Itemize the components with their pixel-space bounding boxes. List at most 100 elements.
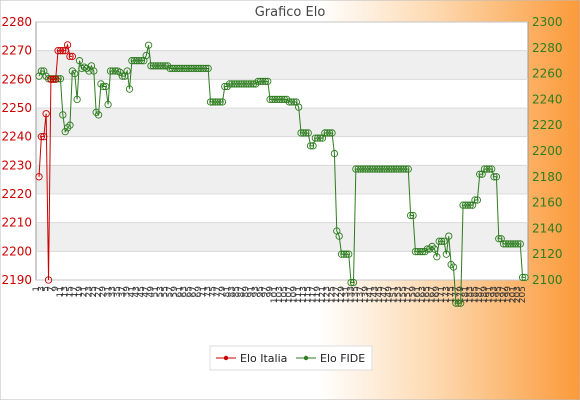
data-point-elo-italia bbox=[56, 47, 65, 55]
data-point-elo-fide bbox=[102, 82, 110, 91]
x-tick-label: 77 bbox=[213, 286, 223, 297]
data-point-elo-fide bbox=[440, 237, 448, 245]
right-tick-label: 2180 bbox=[532, 170, 563, 184]
right-tick-label: 2280 bbox=[532, 41, 563, 55]
data-point-elo-fide bbox=[449, 263, 458, 271]
data-point-elo-fide bbox=[514, 240, 522, 248]
data-point-elo-fide bbox=[230, 80, 239, 88]
left-tick-label: 2220 bbox=[1, 187, 32, 201]
x-tick-label: 71 bbox=[199, 286, 209, 297]
data-point-elo-fide bbox=[204, 64, 212, 73]
x-tick-label: 161 bbox=[413, 286, 423, 303]
left-tick-label: 2210 bbox=[1, 216, 32, 230]
data-point-elo-italia bbox=[63, 41, 72, 49]
data-point-elo-fide bbox=[409, 211, 417, 220]
x-tick-label: 53 bbox=[156, 286, 166, 297]
data-point-elo-fide bbox=[149, 62, 158, 70]
x-tick-label: 183 bbox=[466, 286, 476, 303]
x-tick-label: 167 bbox=[427, 286, 437, 303]
x-tick-label: 101 bbox=[270, 286, 280, 303]
x-tick-label: 73 bbox=[204, 286, 214, 297]
x-tick-label: 139 bbox=[361, 286, 371, 303]
data-point-elo-fide bbox=[404, 165, 412, 173]
data-point-elo-fide bbox=[335, 232, 343, 240]
data-point-elo-fide bbox=[395, 165, 403, 173]
x-tick-label: 117 bbox=[308, 286, 318, 303]
x-tick-label: 69 bbox=[194, 286, 204, 298]
data-point-elo-fide bbox=[268, 95, 277, 104]
data-point-elo-fide bbox=[104, 100, 112, 109]
data-point-elo-fide bbox=[426, 245, 434, 253]
data-point-elo-fide bbox=[275, 95, 284, 104]
data-point-elo-fide bbox=[144, 41, 153, 49]
data-point-elo-fide bbox=[321, 129, 329, 137]
x-tick-label: 159 bbox=[408, 286, 418, 303]
chart-title: Grafico Elo bbox=[255, 5, 326, 20]
data-point-elo-fide bbox=[495, 235, 503, 243]
x-tick-label: 11 bbox=[56, 286, 66, 297]
data-point-elo-fide bbox=[521, 273, 529, 282]
x-tick-label: 103 bbox=[275, 286, 285, 303]
data-point-elo-fide bbox=[366, 165, 374, 173]
right-tick-label: 2260 bbox=[532, 67, 563, 81]
data-point-elo-fide bbox=[323, 129, 331, 137]
plot-bands bbox=[35, 21, 529, 281]
x-tick-label: 37 bbox=[118, 286, 128, 297]
data-point-elo-fide bbox=[271, 95, 279, 104]
left-axis-ticks: 2190 2200 2210 2220 2230 2240 2250 2260 2270 2280 bbox=[1, 15, 32, 287]
x-tick-label: 157 bbox=[404, 286, 414, 303]
data-point-elo-fide bbox=[345, 250, 353, 258]
data-point-elo-italia bbox=[44, 276, 53, 284]
x-tick-label: 197 bbox=[499, 286, 509, 303]
x-axis-ticks: 1357911131517192123252729313335373941434… bbox=[32, 286, 528, 303]
data-point-elo-fide bbox=[168, 64, 177, 73]
x-tick-label: 195 bbox=[494, 286, 504, 303]
data-point-elo-italia bbox=[66, 52, 74, 61]
data-point-elo-fide bbox=[287, 98, 296, 106]
x-tick-label: 141 bbox=[366, 286, 376, 303]
x-tick-label: 189 bbox=[480, 286, 490, 303]
x-tick-label: 205 bbox=[518, 286, 528, 303]
data-point-elo-fide bbox=[90, 67, 98, 75]
x-tick-label: 135 bbox=[351, 286, 361, 303]
x-tick-label: 91 bbox=[246, 286, 256, 297]
legend-marker-elo-italia bbox=[223, 355, 229, 361]
data-point-elo-fide bbox=[390, 165, 398, 173]
data-point-elo-fide bbox=[399, 165, 408, 173]
x-tick-label: 19 bbox=[75, 286, 85, 298]
x-tick-label: 153 bbox=[394, 286, 404, 303]
left-tick-label: 2280 bbox=[1, 15, 32, 29]
x-tick-label: 111 bbox=[294, 286, 304, 303]
data-point-elo-fide bbox=[490, 173, 498, 181]
left-tick-label: 2200 bbox=[1, 244, 32, 258]
data-point-elo-fide bbox=[228, 80, 236, 88]
data-point-elo-italia bbox=[40, 133, 48, 141]
x-tick-label: 95 bbox=[256, 286, 266, 297]
data-point-elo-fide bbox=[128, 57, 136, 65]
data-point-elo-fide bbox=[414, 247, 422, 256]
data-point-elo-fide bbox=[402, 165, 410, 173]
data-point-elo-fide bbox=[290, 98, 298, 106]
data-point-elo-fide bbox=[109, 67, 117, 75]
plot-band bbox=[36, 108, 528, 137]
data-point-elo-fide bbox=[173, 64, 181, 73]
data-point-elo-fide bbox=[304, 129, 312, 137]
x-tick-label: 31 bbox=[103, 286, 113, 297]
x-tick-label: 165 bbox=[423, 286, 433, 303]
left-tick-label: 2250 bbox=[1, 101, 32, 115]
legend-box bbox=[209, 345, 373, 371]
data-point-elo-fide bbox=[499, 240, 508, 248]
right-axis-ticks: 2100 2120 2140 2160 2180 2200 2220 2240 2260 2280… bbox=[532, 15, 563, 287]
x-tick-label: 147 bbox=[380, 286, 390, 303]
x-tick-label: 177 bbox=[451, 286, 461, 303]
plot-band bbox=[36, 136, 528, 166]
x-tick-label: 65 bbox=[184, 286, 194, 297]
x-tick-label: 23 bbox=[84, 286, 94, 297]
data-point-elo-italia bbox=[54, 47, 62, 55]
data-point-elo-fide bbox=[66, 121, 74, 129]
data-point-elo-fide bbox=[430, 245, 439, 253]
x-tick-label: 155 bbox=[399, 286, 409, 303]
x-tick-label: 83 bbox=[227, 286, 237, 297]
data-point-elo-fide bbox=[183, 64, 191, 73]
x-tick-label: 199 bbox=[504, 286, 514, 303]
